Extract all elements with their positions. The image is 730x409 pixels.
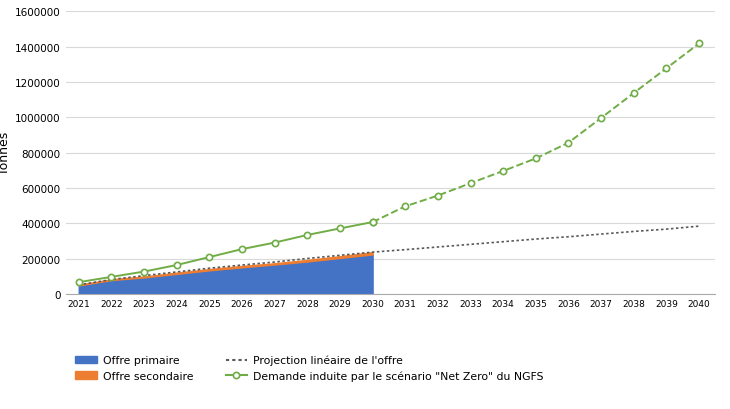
Legend: Offre primaire, Offre secondaire, Projection linéaire de l'offre, Demande induit: Offre primaire, Offre secondaire, Projec…	[71, 351, 548, 386]
Y-axis label: Tonnes: Tonnes	[0, 132, 11, 175]
